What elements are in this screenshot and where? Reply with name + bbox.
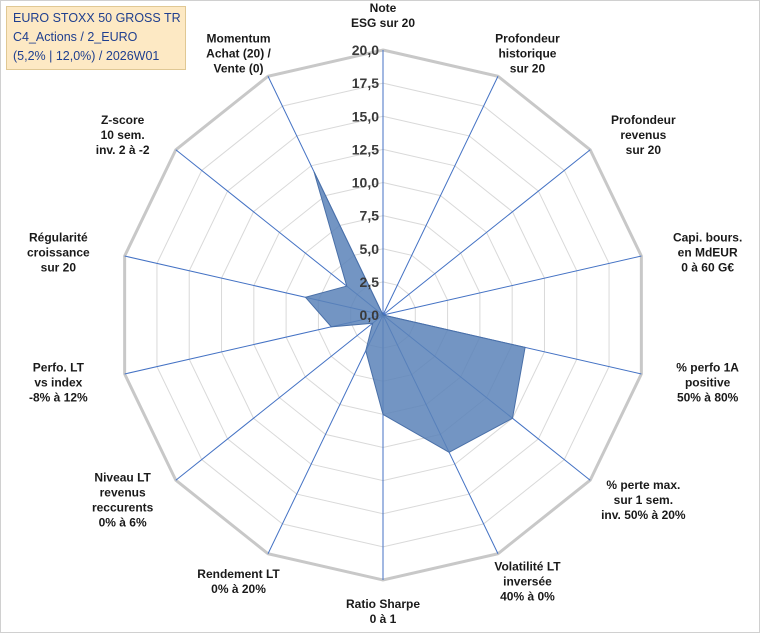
axis-label-2: Profondeur revenus sur 20 — [611, 113, 676, 157]
chart-title-line-3: (5,2% | 12,0%) / 2026W01 — [13, 49, 160, 63]
axis-label-4: % perfo 1A positive 50% à 80% — [676, 361, 739, 405]
chart-title-line-2: C4_Actions / 2_EURO — [13, 30, 138, 44]
axis-label-7: Ratio Sharpe 0 à 1 — [346, 597, 420, 626]
axis-label-6: Volatilité LT inversée 40% à 0% — [494, 559, 561, 603]
series-area — [304, 171, 526, 453]
r-tick-label: 7,5 — [360, 208, 380, 224]
axis-label-12: Z-score 10 sem. inv. 2 à -2 — [96, 113, 150, 157]
axis-label-10: Perfo. LT vs index -8% à 12% — [29, 361, 88, 405]
radar-series — [304, 171, 526, 453]
r-tick-label: 2,5 — [360, 274, 380, 290]
axis-label-1: Profondeur historique sur 20 — [495, 32, 560, 76]
r-tick-label: 17,5 — [352, 75, 379, 91]
r-tick-label: 0,0 — [360, 307, 380, 323]
axis-label-9: Niveau LT revenus reccurents 0% à 6% — [92, 471, 154, 530]
r-tick-label: 5,0 — [360, 241, 380, 257]
axis-label-5: % perte max. sur 1 sem. inv. 50% à 20% — [601, 478, 686, 522]
radar-axis-labels: Note ESG sur 20 Profondeur historique sur 20… — [27, 1, 742, 626]
chart-title-line-1: EURO STOXX 50 GROSS TR — [13, 11, 181, 25]
radar-tick-labels: 0,0 2,5 5,0 7,5 10,0 12,5 15,0 17,5 20,0 — [352, 42, 379, 323]
r-tick-label: 10,0 — [352, 175, 379, 191]
spoke-8 — [267, 314, 384, 554]
axis-label-11: Régularité croissance sur 20 — [27, 230, 90, 274]
spoke-3 — [382, 255, 642, 316]
r-tick-label: 15,0 — [352, 108, 379, 124]
spoke-9 — [175, 314, 384, 481]
r-tick-label: 12,5 — [352, 141, 379, 157]
axis-label-0: Note ESG sur 20 — [351, 1, 415, 30]
r-tick-label: 20,0 — [352, 42, 379, 58]
axis-label-8: Rendement LT 0% à 20% — [197, 567, 280, 596]
chart-title-box: EURO STOXX 50 GROSS TR C4_Actions / 2_EU… — [6, 6, 186, 70]
axis-label-13: Momentum Achat (20) / Vente (0) — [206, 32, 271, 76]
spoke-2 — [382, 149, 591, 316]
axis-label-3: Capi. bours. en MdEUR 0 à 60 G€ — [673, 230, 742, 274]
spoke-1 — [382, 76, 499, 316]
